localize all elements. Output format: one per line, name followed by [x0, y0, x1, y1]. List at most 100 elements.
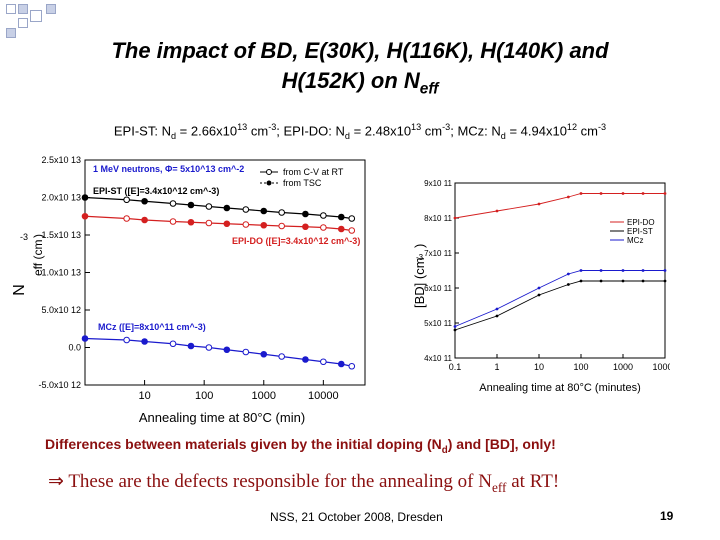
data-point — [205, 219, 213, 227]
differences-note: Differences between materials given by t… — [45, 436, 556, 456]
data-point — [278, 222, 286, 230]
data-point — [495, 209, 499, 213]
data-point — [579, 279, 583, 283]
data-point — [141, 197, 148, 205]
y-tick-label: 9x10 11 — [424, 179, 452, 188]
doping-subtitle: EPI-ST: Nd = 2.66x1013 cm-3; EPI-DO: Nd … — [113, 122, 607, 141]
data-point — [169, 340, 177, 348]
annotation-neutrons: 1 MeV neutrons, Φ= 5x10^13 cm^-2 — [93, 164, 244, 174]
annotation-mcz: MCz ([E]=8x10^11 cm^-3) — [98, 322, 206, 332]
data-point — [537, 293, 541, 297]
annotation-epi-do: EPI-DO ([E]=3.4x10^12 cm^-3) — [232, 236, 360, 246]
data-point — [337, 213, 345, 221]
x-tick-label: 1 — [494, 362, 499, 372]
data-point — [621, 279, 625, 283]
data-point — [187, 201, 195, 209]
series-line — [454, 193, 665, 219]
legend-label: EPI-ST — [627, 227, 653, 236]
data-point — [223, 220, 231, 228]
decor-square-2 — [18, 4, 28, 14]
data-point — [320, 358, 327, 366]
data-point — [663, 192, 667, 195]
data-point — [641, 269, 645, 272]
data-point — [187, 218, 195, 226]
data-point — [278, 353, 286, 360]
annotation-epi-st: EPI-ST ([E]=3.4x10^12 cm^-3) — [93, 186, 219, 196]
y-tick-label: 0.0 — [68, 343, 81, 353]
y-tick-label: 5x10 11 — [424, 319, 452, 328]
title-line-1: The impact of BD, E(30K), H(116K), H(140… — [111, 38, 609, 63]
y-tick-label: 5.0x10 12 — [41, 305, 81, 315]
data-point — [302, 223, 309, 231]
data-point — [302, 210, 309, 218]
decor-square-1 — [6, 4, 16, 14]
data-point — [566, 283, 570, 286]
data-point — [453, 325, 457, 328]
legend-label-tsc: from TSC — [283, 178, 322, 188]
page-number: 19 — [660, 509, 674, 523]
footer-text: NSS, 21 October 2008, Dresden — [270, 510, 443, 524]
data-point — [123, 336, 130, 344]
data-point — [223, 204, 231, 212]
y-axis-label-close: ) — [31, 234, 45, 238]
data-point — [495, 314, 499, 318]
data-point — [566, 272, 570, 276]
decor-square-5 — [18, 18, 28, 28]
data-point — [81, 335, 89, 342]
y-tick-label: 2.5x10 13 — [41, 155, 81, 165]
data-point — [320, 224, 327, 231]
data-point — [302, 356, 309, 363]
legend-label-cv: from C-V at RT — [283, 167, 344, 177]
data-point — [495, 307, 499, 311]
bd-annealing-chart: 4x10 11 5x10 11 6x10 11 7x10 11 8x10 11 9x10 … — [412, 179, 670, 394]
legend-label: EPI-DO — [627, 218, 655, 227]
data-point — [123, 215, 130, 222]
y-tick-label: 6x10 11 — [424, 284, 452, 293]
x-tick-label: 1000 — [252, 390, 276, 402]
data-point — [348, 215, 356, 222]
y-axis-label: [BD] (cm — [412, 257, 427, 308]
conclusion-statement: ⇒ These are the defects responsible for … — [48, 471, 560, 495]
title-line-2: H(152K) on Neff — [281, 68, 439, 98]
data-point — [337, 360, 345, 368]
x-tick-label: 100 — [573, 362, 588, 372]
data-point — [169, 218, 177, 225]
data-point — [223, 346, 231, 354]
legend-label: MCz — [627, 236, 643, 245]
data-point — [320, 212, 327, 219]
data-point — [278, 209, 286, 216]
data-point — [453, 328, 457, 332]
data-point — [141, 216, 148, 224]
y-tick-label: 1.0x10 13 — [41, 268, 81, 278]
y-tick-label: 1.5x10 13 — [41, 230, 81, 240]
data-point — [621, 269, 625, 272]
data-point — [641, 279, 645, 283]
y-axis-label-sub: eff (cm — [31, 240, 45, 276]
data-point — [579, 269, 583, 272]
data-point — [205, 344, 213, 351]
data-point — [337, 225, 345, 233]
data-point — [599, 192, 603, 195]
data-point — [663, 269, 667, 272]
y-axis-label-close: ) — [412, 244, 427, 248]
data-point — [537, 286, 541, 290]
data-point — [187, 342, 195, 350]
data-point — [205, 203, 213, 210]
decor-square-6 — [6, 28, 16, 38]
data-point — [242, 221, 250, 228]
data-point — [260, 207, 268, 215]
y-tick-label: 4x10 11 — [424, 354, 452, 363]
data-point — [641, 192, 645, 195]
data-point — [566, 195, 570, 199]
x-tick-label: 1000 — [613, 362, 633, 372]
data-point — [260, 221, 268, 229]
legend-marker-cv — [266, 169, 272, 175]
x-axis-label: Annealing time at 80°C (minutes) — [479, 382, 641, 394]
y-axis-label: N — [11, 284, 28, 296]
data-point — [663, 279, 667, 283]
chart-legend: from C-V at RT from TSC — [260, 167, 344, 188]
series-line — [454, 270, 665, 327]
x-tick-label: 10000 — [308, 390, 339, 402]
data-point — [260, 350, 268, 358]
